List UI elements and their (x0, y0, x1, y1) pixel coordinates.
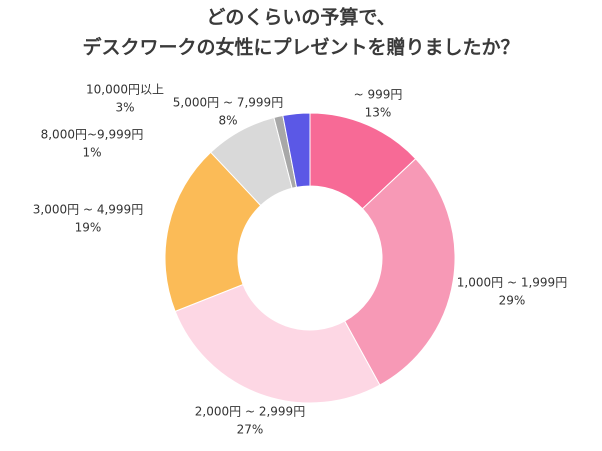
slice-label: 5,000円 ~ 7,999円 (173, 96, 283, 110)
donut-slice (174, 283, 381, 404)
chart-title: どのくらいの予算で、 (206, 6, 395, 29)
slice-value: 3% (115, 101, 134, 115)
donut-slice (164, 151, 262, 313)
slice-label: 2,000円 ~ 2,999円 (195, 405, 305, 419)
chart-title: デスクワークの女性にプレゼントを贈りましたか？ (82, 36, 519, 59)
slice-value: 19% (75, 221, 102, 235)
slice-value: 8% (218, 114, 237, 128)
donut-slice (344, 158, 456, 386)
slice-label: 3,000円 ~ 4,999円 (33, 203, 143, 217)
slice-label: ~ 999円 (354, 88, 403, 102)
slice-label: 10,000円以上 (86, 83, 164, 97)
slice-value: 1% (82, 146, 101, 160)
slice-value: 29% (499, 294, 526, 308)
slice-label: 8,000円~9,999円 (41, 128, 144, 142)
slice-value: 13% (365, 106, 392, 120)
slice-value: 27% (237, 423, 264, 437)
donut-slice (282, 112, 311, 188)
slice-label: 1,000円 ~ 1,999円 (457, 276, 567, 290)
